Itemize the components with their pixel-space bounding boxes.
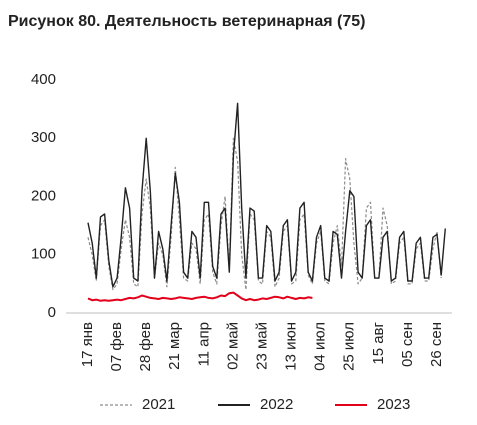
legend-label: 2021 — [142, 396, 175, 413]
x-tick-label: 28 фев — [137, 322, 154, 372]
y-tick-label: 200 — [31, 187, 56, 204]
x-tick-label: 21 мар — [166, 322, 183, 370]
series-line — [87, 137, 442, 291]
y-tick-label: 400 — [31, 71, 56, 88]
x-tick-label: 05 сен — [399, 322, 416, 367]
x-tick-label: 23 май — [253, 322, 270, 370]
x-tick-label: 02 май — [224, 322, 241, 370]
series-line — [87, 291, 313, 302]
y-tick-label: 300 — [31, 129, 56, 146]
legend-label: 2022 — [260, 396, 293, 413]
y-tick-label: 100 — [31, 246, 56, 263]
x-tick-label: 15 авг — [370, 321, 387, 364]
chart-title: Рисунок 80. Деятельность ветеринарная (7… — [8, 13, 365, 30]
x-tick-label: 26 сен — [428, 322, 445, 367]
x-tick-label: 07 фев — [108, 322, 125, 372]
x-tick-label: 13 июн — [283, 322, 300, 371]
legend-label: 2023 — [377, 396, 410, 413]
x-tick-label: 17 янв — [79, 322, 96, 367]
series-line — [87, 102, 446, 288]
y-tick-label: 0 — [48, 304, 56, 321]
x-tick-label: 04 июл — [312, 322, 329, 371]
x-tick-label: 25 июл — [341, 322, 358, 371]
x-tick-label: 11 апр — [195, 322, 212, 367]
